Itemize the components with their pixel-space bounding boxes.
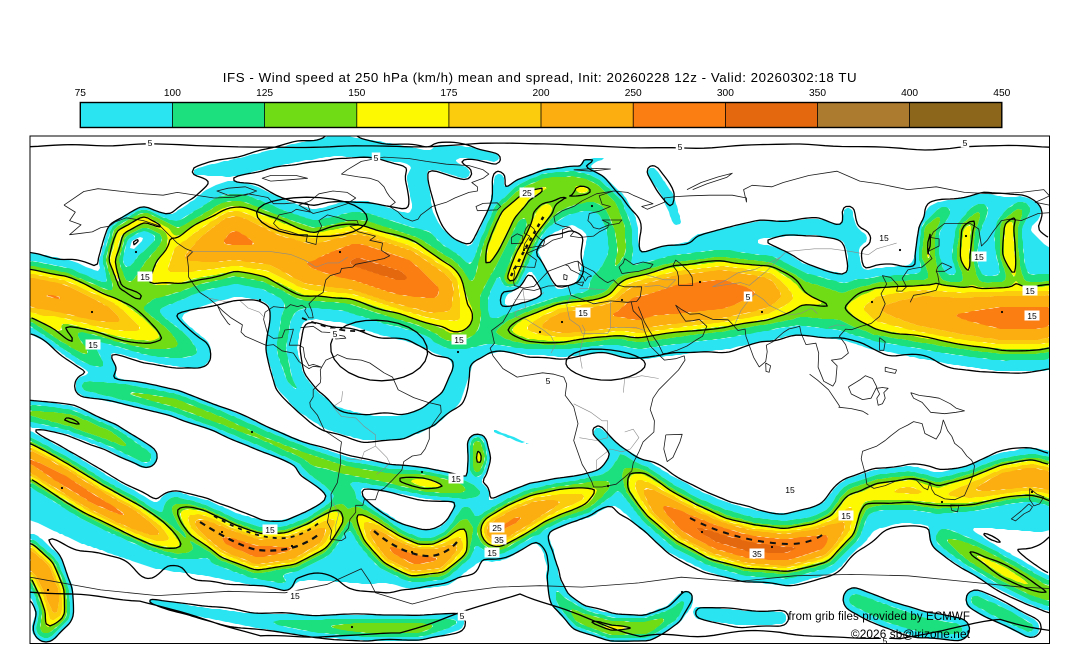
- svg-text:©2026 sb@irizone.net: ©2026 sb@irizone.net: [851, 627, 971, 641]
- svg-text:5: 5: [678, 142, 683, 152]
- svg-text:25: 25: [492, 523, 502, 533]
- svg-text:15: 15: [265, 525, 275, 535]
- svg-text:5: 5: [963, 138, 968, 148]
- svg-text:150: 150: [348, 88, 365, 99]
- svg-text:5: 5: [148, 138, 153, 148]
- svg-text:5: 5: [883, 636, 888, 646]
- svg-text:15: 15: [785, 485, 795, 495]
- svg-text:from grib files provided by EC: from grib files provided by ECMWF: [788, 611, 970, 623]
- svg-text:15: 15: [140, 272, 150, 282]
- svg-text:175: 175: [440, 88, 457, 99]
- svg-text:5: 5: [746, 292, 751, 302]
- svg-text:25: 25: [522, 188, 532, 198]
- svg-text:450: 450: [993, 88, 1010, 99]
- svg-text:15: 15: [879, 233, 889, 243]
- svg-text:15: 15: [841, 511, 851, 521]
- svg-text:15: 15: [1025, 286, 1035, 296]
- svg-text:15: 15: [974, 252, 984, 262]
- svg-text:35: 35: [752, 549, 762, 559]
- svg-text:75: 75: [75, 88, 87, 99]
- svg-text:100: 100: [164, 88, 181, 99]
- svg-text:200: 200: [533, 88, 550, 99]
- svg-text:15: 15: [487, 548, 497, 558]
- svg-text:35: 35: [494, 535, 504, 545]
- svg-text:15: 15: [88, 340, 98, 350]
- svg-text:15: 15: [451, 474, 461, 484]
- svg-text:300: 300: [717, 88, 734, 99]
- svg-text:125: 125: [256, 88, 273, 99]
- svg-text:IFS - Wind speed at 250 hPa (k: IFS - Wind speed at 250 hPa (km/h) mean …: [223, 70, 857, 85]
- svg-text:15: 15: [454, 335, 464, 345]
- svg-text:5: 5: [460, 611, 465, 621]
- svg-text:5: 5: [374, 153, 379, 163]
- svg-text:250: 250: [625, 88, 642, 99]
- svg-text:15: 15: [290, 591, 300, 601]
- svg-text:15: 15: [578, 308, 588, 318]
- svg-text:5: 5: [546, 376, 551, 386]
- svg-text:400: 400: [901, 88, 918, 99]
- svg-text:350: 350: [809, 88, 826, 99]
- svg-text:15: 15: [1027, 311, 1037, 321]
- svg-text:5: 5: [333, 329, 338, 339]
